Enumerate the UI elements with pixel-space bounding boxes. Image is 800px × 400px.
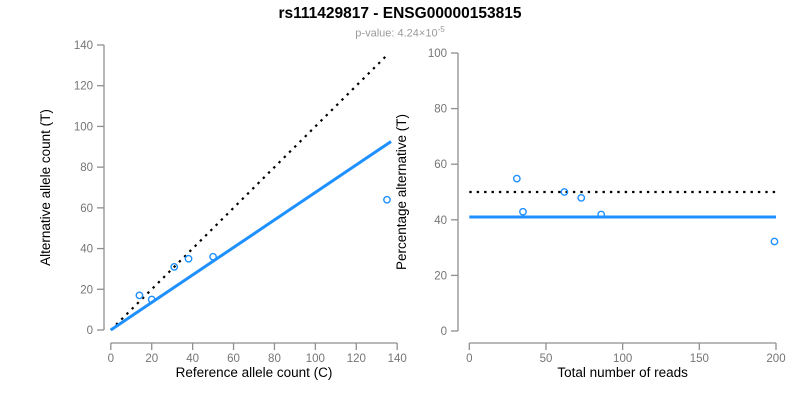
x-tick-label: 120 [347,353,366,365]
data-point [512,174,521,183]
y-tick-label: 20 [80,284,93,296]
x-tick-label: 150 [690,353,709,365]
pvalue-text: p-value: 4.24×10 [355,27,438,40]
x-tick-label: 0 [108,353,114,365]
figure-subtitle: p-value: 4.24×10-5 [0,25,800,40]
data-point [184,254,193,263]
y-tick-label: 140 [74,40,93,52]
x-tick-label: 50 [540,353,553,365]
data-point [147,295,156,304]
y-tick-label: 80 [434,104,447,116]
y-tick-label: 0 [441,326,447,338]
data-point [597,210,606,219]
allele-counts-plot: 0 20 40 60 80 100 120 140 0 20 40 60 80 100 120 140 Refe… [38,40,407,380]
data-point [383,195,391,204]
percentage-alternative-plot: 0 20 40 60 80 100 0 50 100 150 200 Total number of … [394,48,786,380]
x-tick-label: 60 [227,353,240,365]
y-tick-label: 20 [434,270,447,282]
x-tick-label: 0 [466,353,472,365]
x-axis-title: Reference allele count (C) [176,365,333,380]
identity-line [110,53,389,331]
x-tick-label: 40 [186,353,199,365]
x-tick-label: 100 [306,353,325,365]
x-tick-label: 100 [613,353,632,365]
data-point [170,262,179,271]
y-tick-label: 100 [428,48,447,60]
data-point [577,193,586,202]
fit-line [109,140,392,332]
y-axis-title: Alternative allele count (T) [38,109,53,266]
x-tick-label: 200 [766,353,785,365]
data-point [519,207,527,216]
y-tick-label: 40 [80,244,93,256]
data-point [770,237,779,246]
figure-title: rs111429817 - ENSG00000153815 [278,5,522,22]
x-tick-label: 80 [268,353,281,365]
y-tick-label: 40 [434,215,447,227]
x-axis-title: Total number of reads [557,365,688,380]
y-tick-label: 80 [80,162,93,174]
x-tick-label: 140 [388,353,407,365]
data-point [560,188,569,196]
y-tick-label: 100 [74,121,93,133]
y-tick-label: 60 [434,159,447,171]
data-point [135,291,144,300]
pvalue-exponent: -5 [437,25,445,34]
y-axis-title: Percentage alternative (T) [394,114,409,270]
y-tick-label: 60 [80,203,93,215]
data-point [209,252,217,261]
x-tick-label: 20 [145,353,158,365]
y-tick-label: 120 [74,81,93,93]
y-tick-label: 0 [87,325,93,337]
